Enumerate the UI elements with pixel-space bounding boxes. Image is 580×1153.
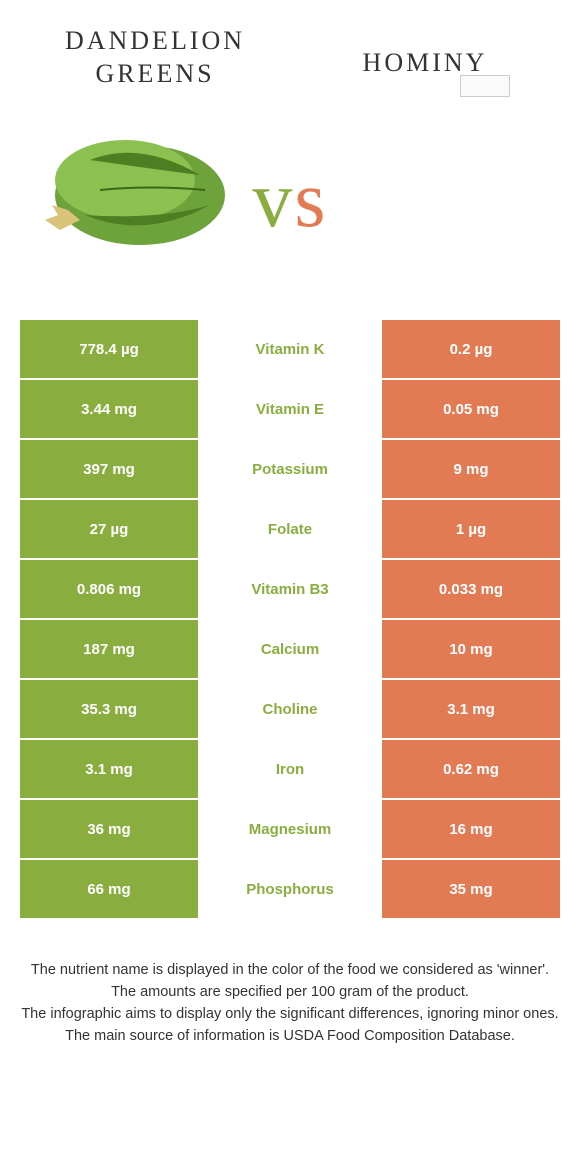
right-value: 16 mg — [380, 800, 560, 858]
left-value: 397 mg — [20, 440, 200, 498]
vs-label: vs — [252, 155, 327, 246]
footnote-line: The infographic aims to display only the… — [20, 1004, 560, 1025]
table-row: 3.1 mgIron0.62 mg — [20, 740, 560, 800]
right-value: 0.2 µg — [380, 320, 560, 378]
left-value: 778.4 µg — [20, 320, 200, 378]
table-row: 0.806 mgVitamin B30.033 mg — [20, 560, 560, 620]
left-value: 3.44 mg — [20, 380, 200, 438]
left-food-title-wrap: DANDELION GREENS — [55, 25, 255, 90]
dandelion-greens-image — [30, 120, 230, 260]
right-value: 0.033 mg — [380, 560, 560, 618]
table-row: 3.44 mgVitamin E0.05 mg — [20, 380, 560, 440]
table-row: 187 mgCalcium10 mg — [20, 620, 560, 680]
nutrient-table: 778.4 µgVitamin K0.2 µg3.44 mgVitamin E0… — [20, 320, 560, 920]
vs-v: v — [252, 156, 294, 244]
table-row: 27 µgFolate1 µg — [20, 500, 560, 560]
table-row: 66 mgPhosphorus35 mg — [20, 860, 560, 920]
nutrient-label: Vitamin K — [200, 320, 380, 378]
footnote-line: The amounts are specified per 100 gram o… — [20, 982, 560, 1003]
left-value: 35.3 mg — [20, 680, 200, 738]
left-value: 36 mg — [20, 800, 200, 858]
right-value: 35 mg — [380, 860, 560, 918]
left-value: 27 µg — [20, 500, 200, 558]
table-row: 778.4 µgVitamin K0.2 µg — [20, 320, 560, 380]
right-value: 10 mg — [380, 620, 560, 678]
footnote-line: The main source of information is USDA F… — [20, 1026, 560, 1047]
right-value: 3.1 mg — [380, 680, 560, 738]
left-value: 0.806 mg — [20, 560, 200, 618]
nutrient-label: Folate — [200, 500, 380, 558]
nutrient-label: Potassium — [200, 440, 380, 498]
right-value: 1 µg — [380, 500, 560, 558]
left-value: 3.1 mg — [20, 740, 200, 798]
nutrient-label: Magnesium — [200, 800, 380, 858]
nutrient-label: Calcium — [200, 620, 380, 678]
nutrient-label: Iron — [200, 740, 380, 798]
table-row: 397 mgPotassium9 mg — [20, 440, 560, 500]
hominy-image-placeholder — [460, 75, 510, 97]
footnotes: The nutrient name is displayed in the co… — [20, 960, 560, 1047]
right-value: 0.62 mg — [380, 740, 560, 798]
left-value: 66 mg — [20, 860, 200, 918]
nutrient-label: Vitamin B3 — [200, 560, 380, 618]
vs-s: s — [294, 156, 327, 244]
left-value: 187 mg — [20, 620, 200, 678]
footnote-line: The nutrient name is displayed in the co… — [20, 960, 560, 981]
hero: vs — [0, 100, 580, 320]
right-value: 0.05 mg — [380, 380, 560, 438]
right-value: 9 mg — [380, 440, 560, 498]
nutrient-label: Choline — [200, 680, 380, 738]
table-row: 35.3 mgCholine3.1 mg — [20, 680, 560, 740]
left-food-title: DANDELION GREENS — [55, 25, 255, 90]
table-row: 36 mgMagnesium16 mg — [20, 800, 560, 860]
nutrient-label: Phosphorus — [200, 860, 380, 918]
nutrient-label: Vitamin E — [200, 380, 380, 438]
